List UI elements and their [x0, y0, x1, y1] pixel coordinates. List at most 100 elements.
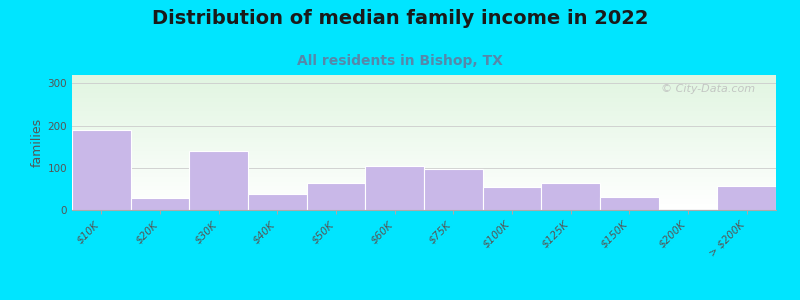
Bar — [72, 127, 776, 128]
Bar — [72, 81, 776, 82]
Bar — [72, 83, 776, 84]
Bar — [306, 183, 366, 210]
Bar — [72, 145, 776, 146]
Bar — [72, 100, 776, 101]
Bar — [72, 104, 776, 105]
Bar — [72, 76, 776, 77]
Bar — [72, 107, 776, 108]
Bar — [72, 121, 776, 122]
Text: Distribution of median family income in 2022: Distribution of median family income in … — [152, 9, 648, 28]
Bar — [72, 143, 776, 144]
Bar — [72, 179, 776, 180]
Bar — [72, 129, 776, 130]
Bar — [72, 187, 776, 188]
Bar — [72, 182, 776, 183]
Bar — [72, 96, 776, 97]
Bar — [72, 113, 776, 114]
Bar — [72, 137, 776, 138]
Bar — [72, 102, 776, 103]
Bar — [72, 79, 776, 80]
Bar — [72, 95, 776, 96]
Bar — [72, 77, 776, 78]
Bar — [72, 176, 776, 177]
Bar — [72, 120, 776, 121]
Bar — [72, 141, 776, 142]
Bar — [72, 140, 776, 141]
Bar — [72, 166, 776, 167]
Bar — [72, 153, 776, 154]
Bar — [248, 194, 306, 210]
Bar — [72, 115, 776, 116]
Bar — [72, 193, 776, 194]
Bar — [190, 151, 248, 210]
Bar — [72, 197, 776, 198]
Bar — [72, 123, 776, 124]
Bar — [72, 139, 776, 140]
Bar — [72, 142, 776, 143]
Bar — [72, 167, 776, 168]
Bar — [72, 205, 776, 206]
Bar — [72, 103, 776, 104]
Bar — [366, 166, 424, 210]
Bar — [72, 198, 776, 199]
Bar — [72, 157, 776, 158]
Bar — [72, 189, 776, 190]
Bar — [72, 168, 776, 169]
Bar — [72, 186, 776, 187]
Bar — [542, 183, 600, 210]
Bar — [72, 147, 776, 148]
Bar — [72, 150, 776, 151]
Bar — [72, 203, 776, 204]
Bar — [72, 112, 776, 113]
Bar — [718, 185, 776, 210]
Bar — [72, 132, 776, 133]
Bar — [72, 116, 776, 117]
Bar — [72, 172, 776, 173]
Bar — [72, 131, 776, 132]
Bar — [72, 108, 776, 109]
Bar — [72, 206, 776, 207]
Bar — [72, 209, 776, 210]
Bar — [72, 111, 776, 112]
Bar — [72, 192, 776, 193]
Bar — [72, 119, 776, 120]
Bar — [72, 188, 776, 189]
Bar — [72, 78, 776, 79]
Bar — [72, 191, 776, 192]
Bar — [72, 128, 776, 129]
Bar — [72, 173, 776, 174]
Bar — [72, 88, 776, 89]
Bar — [72, 90, 776, 91]
Bar — [72, 165, 776, 166]
Bar — [72, 163, 776, 164]
Bar — [72, 92, 776, 93]
Bar — [72, 105, 776, 106]
Bar — [72, 144, 776, 145]
Bar — [72, 98, 776, 99]
Bar — [72, 185, 776, 186]
Bar — [72, 162, 776, 163]
Bar — [72, 177, 776, 178]
Bar — [72, 117, 776, 118]
Bar — [482, 187, 542, 210]
Bar — [600, 197, 658, 210]
Bar — [72, 195, 776, 196]
Bar — [72, 134, 776, 135]
Bar — [72, 148, 776, 149]
Bar — [72, 146, 776, 147]
Bar — [72, 155, 776, 156]
Bar — [72, 82, 776, 83]
Bar — [72, 75, 776, 76]
Bar — [72, 171, 776, 172]
Y-axis label: families: families — [30, 118, 43, 167]
Bar — [72, 151, 776, 152]
Bar — [72, 114, 776, 115]
Bar — [72, 190, 776, 191]
Bar — [72, 199, 776, 200]
Bar — [72, 178, 776, 179]
Bar — [72, 94, 776, 95]
Bar — [72, 207, 776, 208]
Bar — [424, 169, 482, 210]
Bar — [72, 87, 776, 88]
Bar — [72, 126, 776, 127]
